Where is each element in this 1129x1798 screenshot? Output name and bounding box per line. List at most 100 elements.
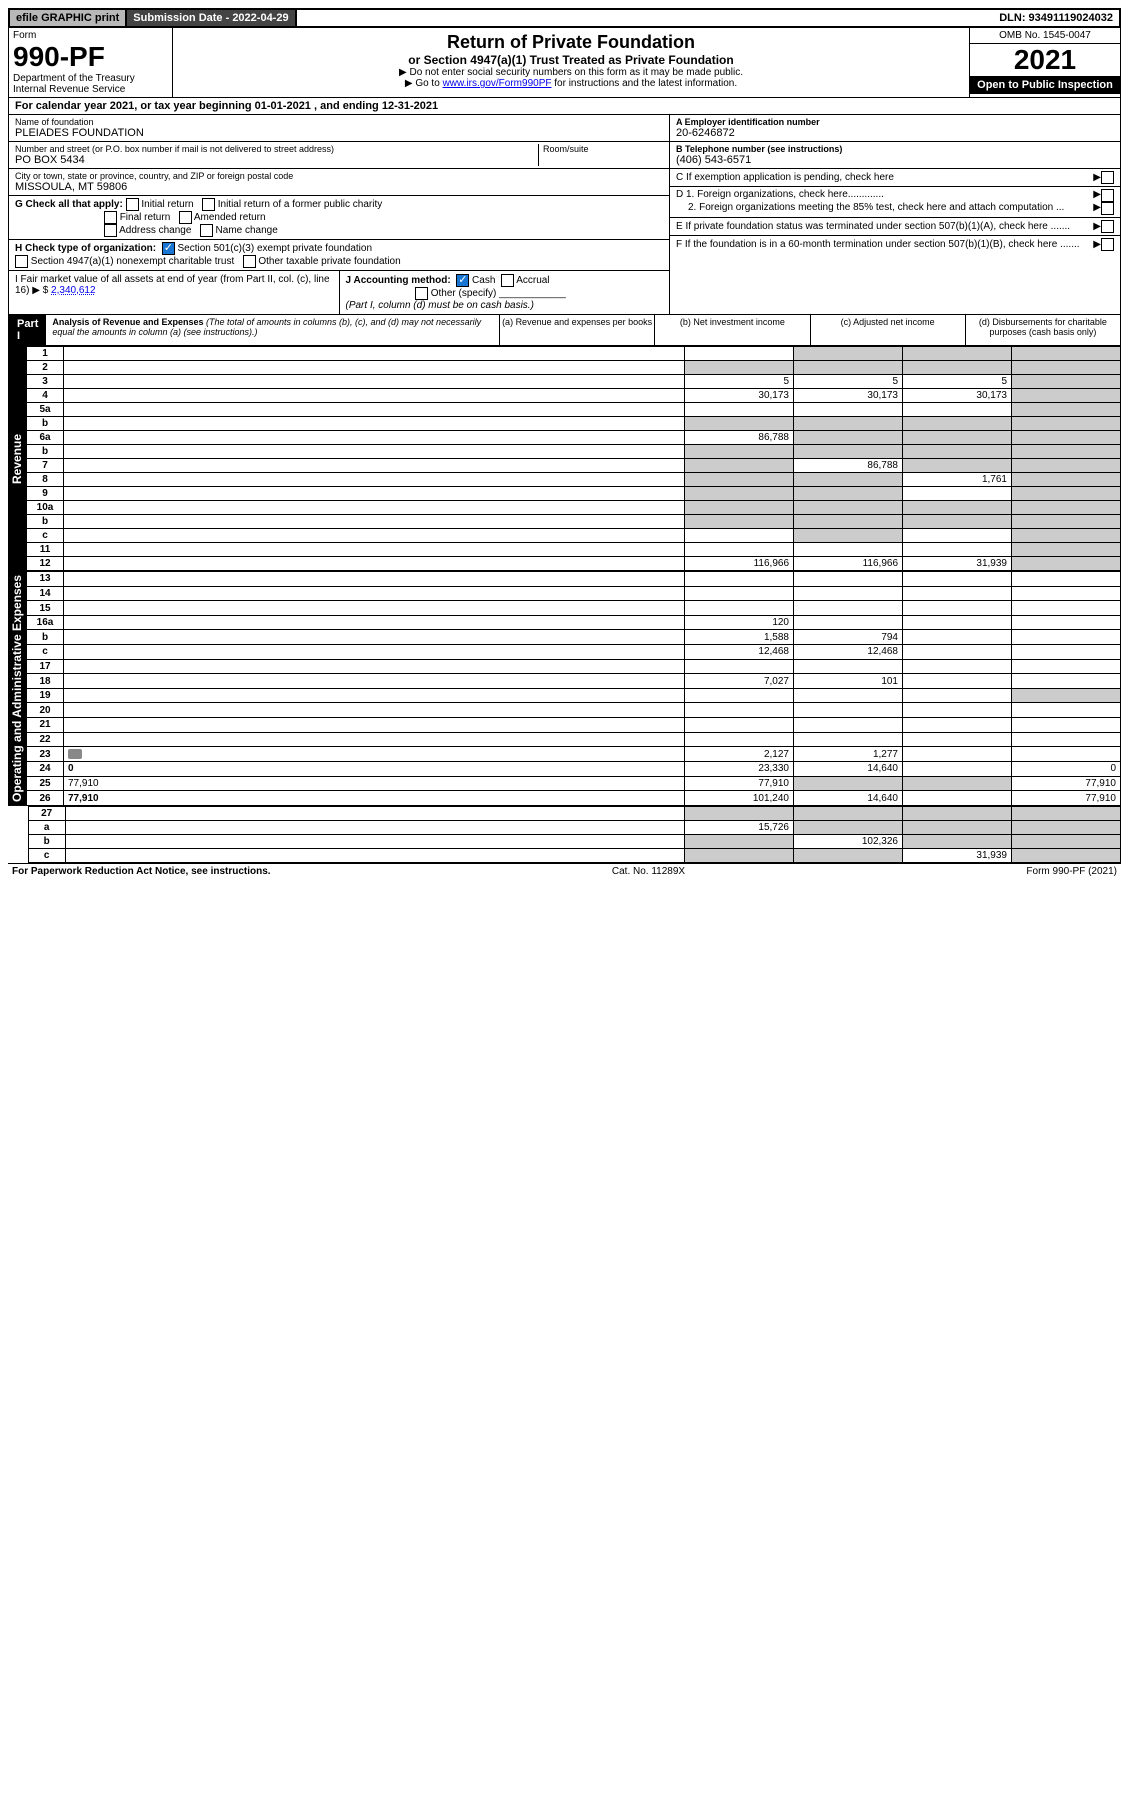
cell-d — [1012, 834, 1121, 848]
cell-a — [685, 572, 794, 587]
line-desc — [64, 718, 685, 733]
line-desc — [64, 347, 685, 361]
e-checkbox[interactable] — [1101, 220, 1114, 233]
line-number: 23 — [27, 747, 64, 762]
form-note-1: ▶ Do not enter social security numbers o… — [177, 67, 965, 78]
4947a1-checkbox[interactable] — [15, 255, 28, 268]
line-number: b — [27, 445, 64, 459]
initial-return-checkbox[interactable] — [126, 198, 139, 211]
line-number: 20 — [27, 703, 64, 718]
cell-d — [1012, 615, 1121, 630]
initial-former-checkbox[interactable] — [202, 198, 215, 211]
line-number: 5a — [27, 403, 64, 417]
line-row: 27 — [28, 806, 1120, 820]
phone: (406) 543-6571 — [676, 154, 1114, 166]
line-row: 9 — [27, 487, 1121, 501]
line-row: 19 — [27, 688, 1121, 703]
line-desc — [64, 459, 685, 473]
cell-d — [1012, 718, 1121, 733]
cell-c — [903, 747, 1012, 762]
cell-d — [1012, 543, 1121, 557]
cell-d — [1012, 601, 1121, 616]
line-desc — [64, 659, 685, 674]
line-number: 26 — [27, 791, 64, 806]
cell-d — [1012, 674, 1121, 689]
cell-b: 1,277 — [794, 747, 903, 762]
cell-c — [903, 431, 1012, 445]
accrual-checkbox[interactable] — [501, 274, 514, 287]
cell-d — [1012, 747, 1121, 762]
entity-block: Name of foundation PLEIADES FOUNDATION N… — [8, 115, 1121, 315]
fmv-value[interactable]: 2,340,612 — [51, 285, 96, 296]
line-desc — [64, 732, 685, 747]
line-row: 21 — [27, 718, 1121, 733]
cell-c — [903, 732, 1012, 747]
d2-label: 2. Foreign organizations meeting the 85%… — [676, 202, 1093, 215]
cell-d — [1012, 645, 1121, 660]
line-number: b — [28, 834, 65, 848]
other-taxable-checkbox[interactable] — [243, 255, 256, 268]
cell-c — [903, 417, 1012, 431]
line-number: 8 — [27, 473, 64, 487]
city-state-zip: MISSOULA, MT 59806 — [15, 181, 663, 193]
line-desc — [64, 361, 685, 375]
line-number: 13 — [27, 572, 64, 587]
cell-a — [685, 515, 794, 529]
line-number: 21 — [27, 718, 64, 733]
cell-b — [794, 820, 903, 834]
cell-c — [903, 459, 1012, 473]
cell-b — [794, 403, 903, 417]
form990pf-link[interactable]: www.irs.gov/Form990PF — [443, 78, 552, 89]
attachment-icon[interactable] — [68, 749, 82, 759]
f-label: F If the foundation is in a 60-month ter… — [676, 239, 1093, 250]
cell-b: 102,326 — [794, 834, 903, 848]
line-row: 12116,966116,96631,939 — [27, 557, 1121, 571]
line-number: c — [28, 848, 65, 862]
501c3-checkbox[interactable] — [162, 242, 175, 255]
c-checkbox[interactable] — [1101, 171, 1114, 184]
line-row: b — [27, 445, 1121, 459]
d2-checkbox[interactable] — [1101, 202, 1114, 215]
address: PO BOX 5434 — [15, 154, 538, 166]
e-label: E If private foundation status was termi… — [676, 221, 1093, 232]
line-row: 2577,91077,91077,910 — [27, 776, 1121, 791]
cell-a: 30,173 — [685, 389, 794, 403]
cell-d — [1012, 630, 1121, 645]
cell-d — [1012, 473, 1121, 487]
line-number: b — [27, 630, 64, 645]
line-number: c — [27, 529, 64, 543]
cell-d — [1012, 703, 1121, 718]
line-number: 4 — [27, 389, 64, 403]
cell-b — [794, 601, 903, 616]
cell-a — [685, 543, 794, 557]
cell-d — [1012, 529, 1121, 543]
line-number: 6a — [27, 431, 64, 445]
final-return-checkbox[interactable] — [104, 211, 117, 224]
line-number: c — [27, 645, 64, 660]
address-change-checkbox[interactable] — [104, 224, 117, 237]
line-desc — [64, 557, 685, 571]
cell-d — [1012, 417, 1121, 431]
expenses-side-label: Operating and Administrative Expenses — [8, 571, 26, 806]
cell-c — [903, 834, 1012, 848]
cell-b: 14,640 — [794, 791, 903, 806]
open-to-public: Open to Public Inspection — [970, 76, 1120, 94]
cash-checkbox[interactable] — [456, 274, 469, 287]
cell-d — [1012, 501, 1121, 515]
d1-checkbox[interactable] — [1101, 189, 1114, 202]
cell-c — [903, 487, 1012, 501]
f-checkbox[interactable] — [1101, 238, 1114, 251]
amended-return-checkbox[interactable] — [179, 211, 192, 224]
other-method-checkbox[interactable] — [415, 287, 428, 300]
cell-a — [685, 586, 794, 601]
line-row: c12,46812,468 — [27, 645, 1121, 660]
line-number: a — [28, 820, 65, 834]
line-desc: 77,910 — [64, 791, 685, 806]
cell-c — [903, 645, 1012, 660]
cell-a: 101,240 — [685, 791, 794, 806]
cell-a — [685, 718, 794, 733]
line-desc — [64, 375, 685, 389]
cell-b — [794, 361, 903, 375]
cell-c: 31,939 — [903, 557, 1012, 571]
name-change-checkbox[interactable] — [200, 224, 213, 237]
